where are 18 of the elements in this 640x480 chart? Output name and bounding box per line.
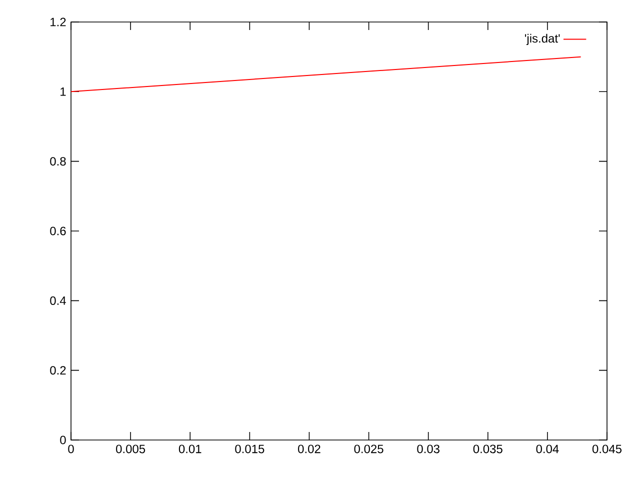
x-tick-label: 0.01 bbox=[178, 444, 202, 454]
x-tick-label: 0.04 bbox=[536, 444, 559, 454]
legend-label: 'jis.dat' bbox=[525, 34, 560, 46]
x-tick-label: 0.025 bbox=[354, 444, 384, 454]
y-tick-label: 0.4 bbox=[50, 296, 66, 305]
y-tick-label: 0.6 bbox=[50, 226, 66, 236]
x-tick-label: 0.015 bbox=[235, 444, 264, 454]
y-tick-label: 0.8 bbox=[50, 157, 66, 166]
y-tick-label: 0.2 bbox=[50, 366, 66, 375]
x-tick-label: 0.02 bbox=[298, 444, 320, 454]
x-tick-label: 0.005 bbox=[116, 444, 146, 454]
x-tick-label: 0.03 bbox=[417, 444, 440, 454]
y-tick-label: 1 bbox=[60, 88, 66, 96]
x-tick-label: 0.035 bbox=[473, 444, 502, 454]
y-tick-label: 1.2 bbox=[50, 18, 66, 26]
x-tick-label: 0.045 bbox=[592, 444, 622, 454]
x-tick-label: 0 bbox=[68, 444, 74, 454]
y-tick-label: 0 bbox=[60, 436, 66, 444]
